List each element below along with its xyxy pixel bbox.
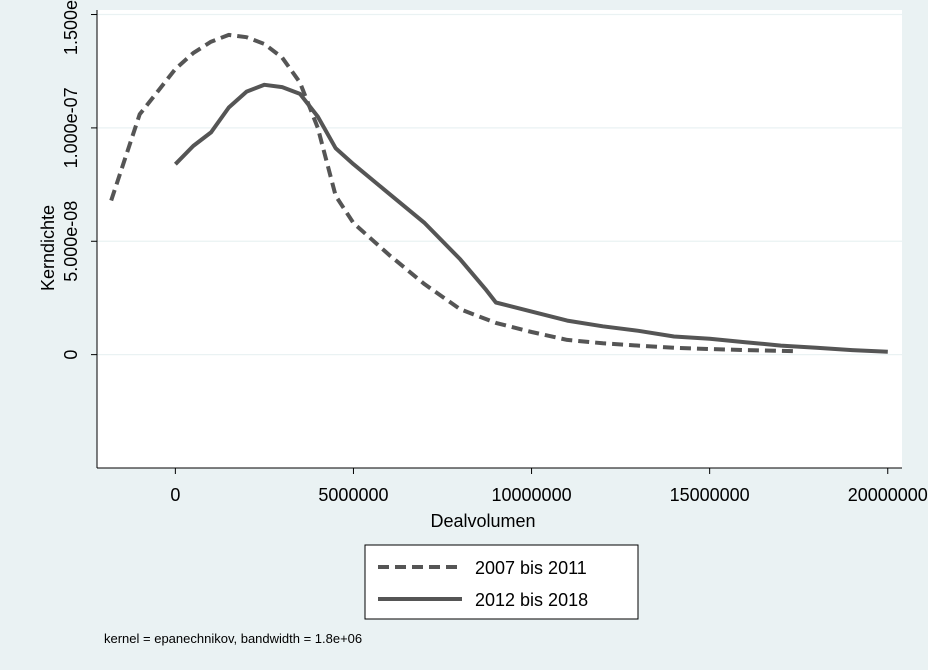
series-layer: [109, 32, 888, 354]
y-axis-title: Kerndichte: [38, 205, 58, 291]
x-tick-label-4: 20000000: [848, 485, 928, 505]
x-tick-label-1: 5000000: [318, 485, 388, 505]
x-tick-label-2: 10000000: [492, 485, 572, 505]
x-axis-ticks: 0 5000000 10000000 15000000 20000000: [170, 468, 928, 505]
x-tick-label-0: 0: [170, 485, 180, 505]
plot-region-background: [97, 10, 902, 468]
series-line-2007-2011: [109, 32, 796, 354]
y-tick-label-0: 0: [61, 350, 81, 360]
legend-label-2012-2018: 2012 bis 2018: [475, 590, 588, 610]
series-line-2012-2018: [173, 82, 888, 354]
kernel-note: kernel = epanechnikov, bandwidth = 1.8e+…: [104, 631, 362, 646]
legend-label-2007-2011: 2007 bis 2011: [475, 558, 587, 578]
legend: 2007 bis 2011 2012 bis 2018: [364, 544, 639, 620]
legend-box: [364, 544, 639, 620]
x-axis-title: Dealvolumen: [430, 511, 535, 531]
y-tick-label-3: 1.500e-07: [61, 0, 81, 55]
x-tick-label-3: 15000000: [670, 485, 750, 505]
gridlines: [97, 13, 902, 356]
y-tick-label-2: 1.000e-07: [61, 87, 81, 168]
y-tick-label-1: 5.000e-08: [61, 201, 81, 282]
y-axis-ticks: 0 5.000e-08 1.000e-07 1.500e-07: [61, 0, 97, 360]
